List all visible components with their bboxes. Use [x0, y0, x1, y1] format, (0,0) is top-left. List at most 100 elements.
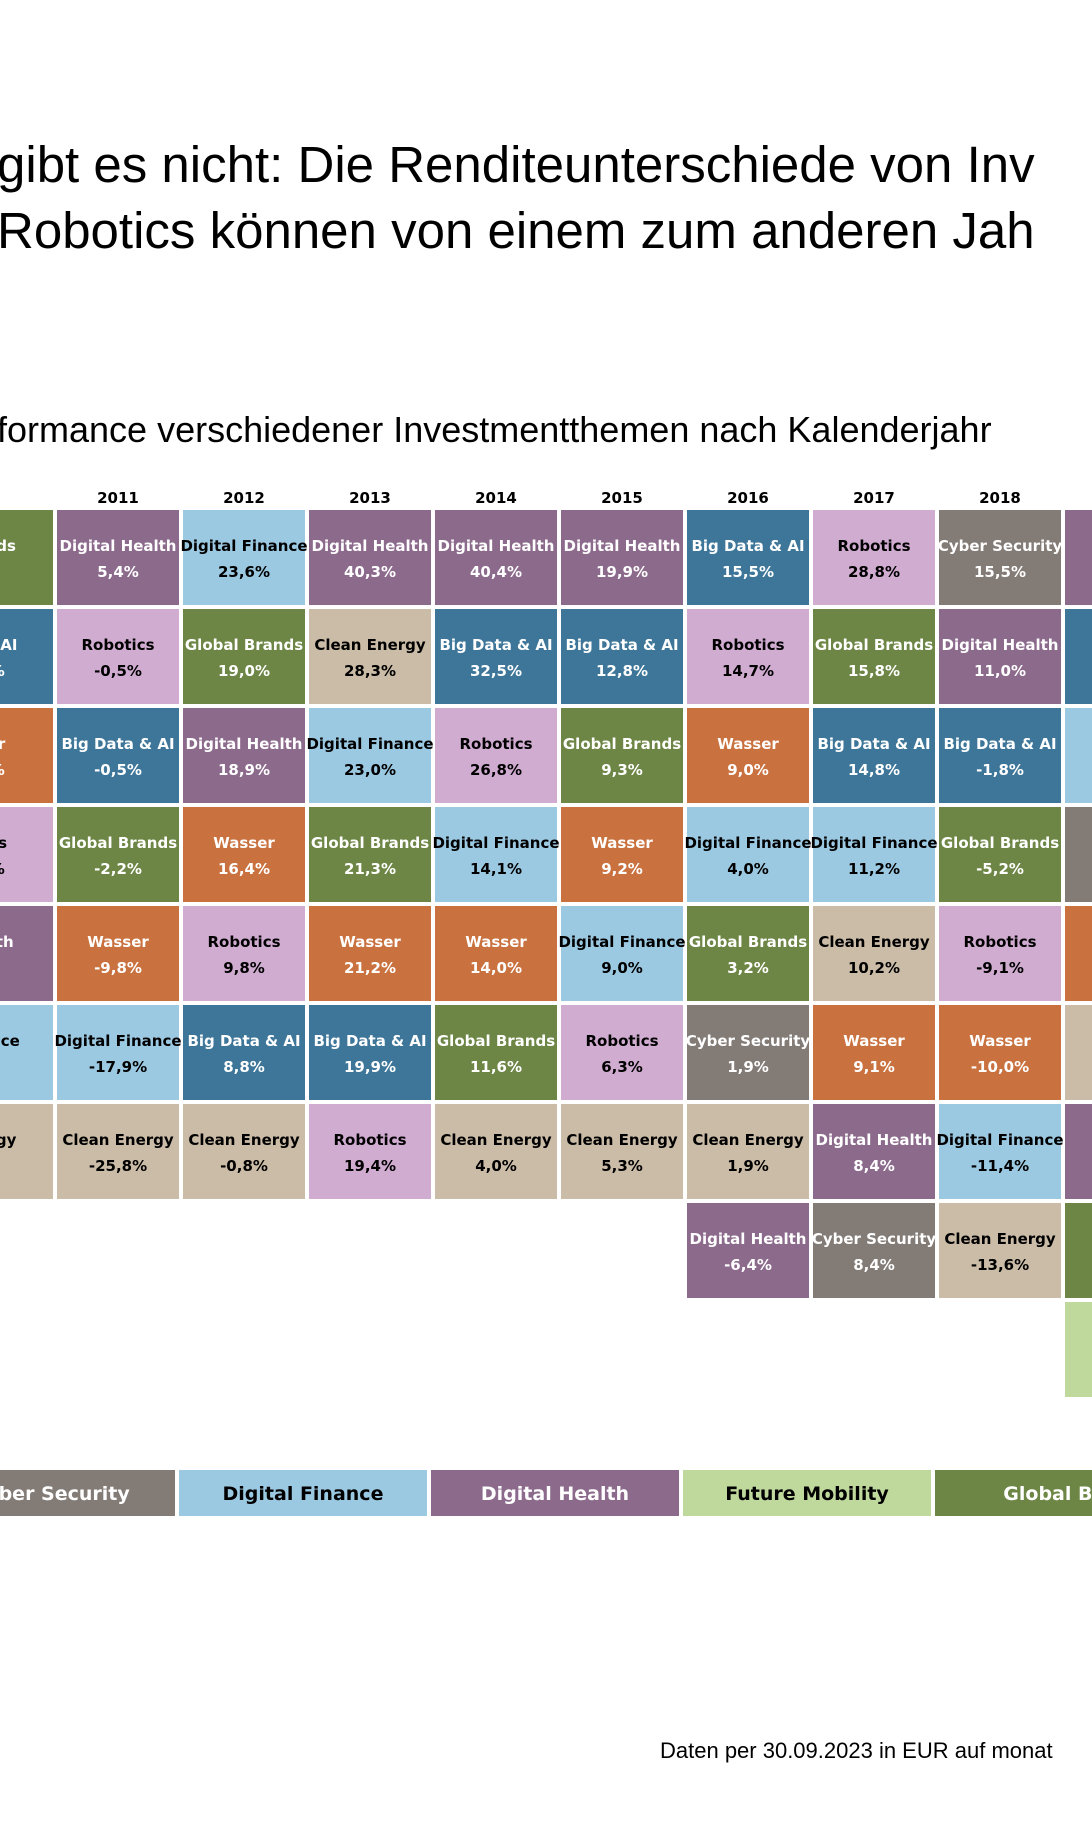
- heatmap-cell: Glo: [1065, 1203, 1092, 1298]
- legend-item: Cyber Security: [0, 1470, 175, 1516]
- heatmap-cell: Bi: [1065, 510, 1092, 605]
- heatmap-cell-background: [309, 1104, 431, 1199]
- heatmap-cell-theme: Robotics: [711, 636, 784, 654]
- heatmap-cell-value: 28,8%: [848, 563, 900, 581]
- heatmap-cell-background: [939, 510, 1061, 605]
- heatmap-cell-theme: ealth: [0, 933, 14, 951]
- heatmap-cell-value: 14,1%: [470, 860, 522, 878]
- heatmap-cell-value: 5,3%: [601, 1157, 643, 1175]
- heatmap-cell: Big Data & AI -0,5%: [57, 708, 179, 803]
- heatmap-cell: Big Data & AI 32,5%: [435, 609, 557, 704]
- heatmap-cell-background: [0, 906, 53, 1001]
- heatmap-cell: a & AI 2%: [0, 609, 53, 704]
- heatmap-cell: [1065, 906, 1092, 1001]
- heatmap-cell: Digital Health 40,4%: [435, 510, 557, 605]
- heatmap-cell: Bi: [1065, 609, 1092, 704]
- heatmap-cell: ealth%: [0, 906, 53, 1001]
- heatmap-cell-background: [687, 906, 809, 1001]
- heatmap-cell-theme: Digital Health: [816, 1131, 933, 1149]
- heatmap-cell-theme: Digital Health: [438, 537, 555, 555]
- title-line-2: Robotics können von einem zum anderen Ja…: [0, 202, 1035, 259]
- heatmap-cell-background: [183, 609, 305, 704]
- heatmap-cell-theme: Global Brands: [59, 834, 177, 852]
- heatmap-cell: Clean Energy -13,6%: [939, 1203, 1061, 1298]
- heatmap-cell-value: -6,4%: [724, 1256, 772, 1274]
- heatmap-cell: Wasser 9,2%: [561, 807, 683, 902]
- heatmap-cell-theme: Robotics: [837, 537, 910, 555]
- heatmap-cell-theme: Robotics: [459, 735, 532, 753]
- heatmap-cell-background: [309, 708, 431, 803]
- heatmap-cell-background: [183, 1005, 305, 1100]
- heatmap-cell: Robotics 19,4%: [309, 1104, 431, 1199]
- heatmap-cell-background: [435, 708, 557, 803]
- heatmap-cell-theme: Cyber Security: [812, 1230, 937, 1248]
- heatmap-cell-value: 9,0%: [727, 761, 769, 779]
- heatmap-cell: Digital Health -6,4%: [687, 1203, 809, 1298]
- heatmap-cell-theme: Big Data & AI: [817, 735, 930, 753]
- heatmap-cell-theme: Digital Finance: [936, 1131, 1063, 1149]
- heatmap-cell-theme: Big Data & AI: [187, 1032, 300, 1050]
- heatmap-cell-value: -0,5%: [94, 662, 142, 680]
- heatmap-cell-background: [183, 708, 305, 803]
- heatmap-cell: Fut: [1065, 1302, 1092, 1397]
- heatmap-cell-background: [57, 906, 179, 1001]
- heatmap-cell-value: 15,5%: [974, 563, 1026, 581]
- heatmap-cell-value: 4,0%: [727, 860, 769, 878]
- legend-label: Digital Finance: [223, 1483, 384, 1505]
- legend-swatch: [0, 1470, 175, 1516]
- heatmap-cell-theme: Big Data & AI: [943, 735, 1056, 753]
- heatmap-cell-background: [939, 1203, 1061, 1298]
- heatmap-cell-theme: Clean Energy: [314, 636, 426, 654]
- heatmap-cell-theme: Clean Energy: [62, 1131, 174, 1149]
- heatmap-cell-value: 40,3%: [344, 563, 396, 581]
- heatmap-cell: Global Brands 3,2%: [687, 906, 809, 1001]
- year-label: 2012: [223, 489, 265, 507]
- legend-item: Digital Health: [431, 1470, 679, 1516]
- heatmap-cell-background: [309, 906, 431, 1001]
- heatmap-cell-theme: Cyber Security: [938, 537, 1063, 555]
- legend-label: Global Bra: [1003, 1483, 1092, 1505]
- year-label: 2011: [97, 489, 139, 507]
- heatmap-cell-theme: Digital Health: [690, 1230, 807, 1248]
- heatmap-cell-value: 19,9%: [344, 1058, 396, 1076]
- heatmap-cell-value: 9,2%: [601, 860, 643, 878]
- heatmap-cell-background: [309, 1005, 431, 1100]
- heatmap-cell-theme: Global Brands: [941, 834, 1059, 852]
- heatmap-cell-background: [939, 609, 1061, 704]
- heatmap-cell: Robotics 6,3%: [561, 1005, 683, 1100]
- heatmap-cell-background: [435, 1104, 557, 1199]
- page-title: gibt es nicht: Die Renditeunterschiede v…: [0, 132, 1092, 264]
- heatmap-cell-background: [813, 1203, 935, 1298]
- heatmap-cell-value: -17,9%: [89, 1058, 147, 1076]
- heatmap-cell-value: 23,0%: [344, 761, 396, 779]
- heatmap-cell: Wasser 16,4%: [183, 807, 305, 902]
- heatmap-cell: Cy: [1065, 807, 1092, 902]
- heatmap-cell: Digital Health 11,0%: [939, 609, 1061, 704]
- heatmap-cell-background: [561, 510, 683, 605]
- heatmap-cell-background: [1065, 510, 1092, 605]
- heatmap-cell-background: [1065, 1302, 1092, 1397]
- heatmap-cell: Wasser 9,1%: [813, 1005, 935, 1100]
- heatmap-cell-background: [813, 807, 935, 902]
- year-label: 2017: [853, 489, 895, 507]
- heatmap-cell-background: [1065, 609, 1092, 704]
- legend-label: Future Mobility: [725, 1483, 889, 1505]
- heatmap-cell: Global Brands 21,3%: [309, 807, 431, 902]
- heatmap-cell-theme: Digital Finance: [810, 834, 937, 852]
- heatmap-cell-theme: Robotics: [585, 1032, 658, 1050]
- heatmap-cell: Global Brands -5,2%: [939, 807, 1061, 902]
- legend-swatch: [431, 1470, 679, 1516]
- heatmap-cell-value: 3,2%: [727, 959, 769, 977]
- heatmap-cell-theme: Clean Energy: [566, 1131, 678, 1149]
- heatmap-cell-value: -0,8%: [220, 1157, 268, 1175]
- heatmap-cell-background: [0, 1104, 53, 1199]
- heatmap-cell-value: 19,0%: [218, 662, 270, 680]
- heatmap-cell: Robotics 9,8%: [183, 906, 305, 1001]
- heatmap-cell-theme: Clean Energy: [944, 1230, 1056, 1248]
- legend-label: Digital Health: [481, 1483, 629, 1505]
- heatmap-cell-theme: Clean Energy: [818, 933, 930, 951]
- heatmap-cell-value: 5,4%: [97, 563, 139, 581]
- heatmap-cell: rands%: [0, 510, 53, 605]
- heatmap-cell-theme: rands: [0, 537, 16, 555]
- heatmap-cell: Clean Energy -0,8%: [183, 1104, 305, 1199]
